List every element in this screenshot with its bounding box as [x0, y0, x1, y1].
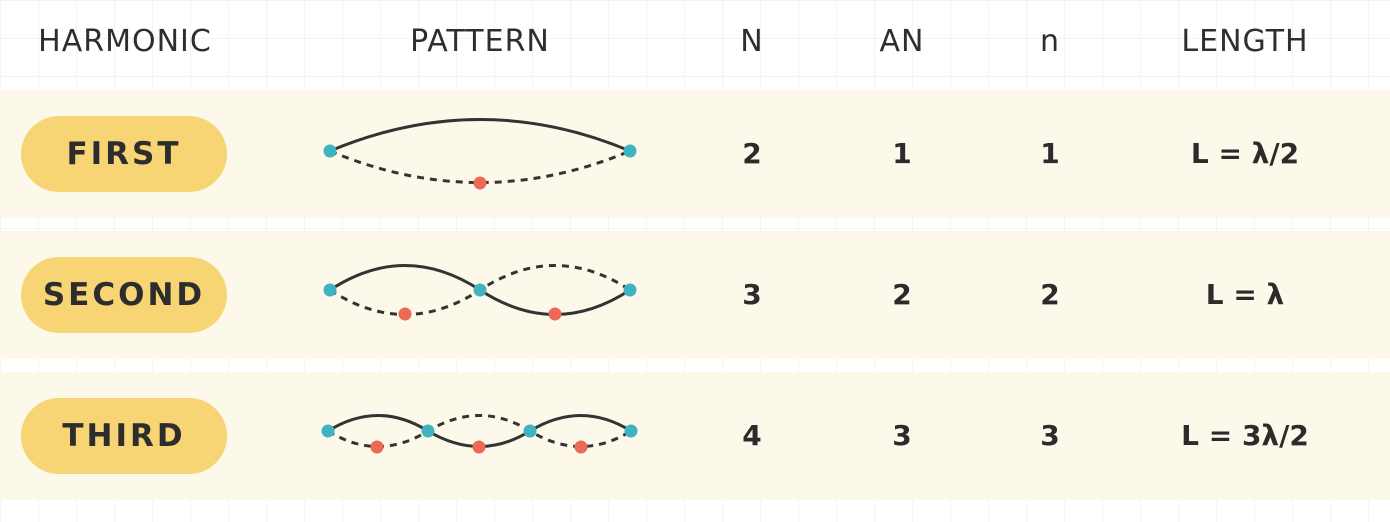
length-formula: L = 3λ/2	[1181, 419, 1309, 452]
table-row-first: FIRST 2 1 1 L = λ/2	[0, 90, 1390, 218]
antinode-dot	[370, 440, 384, 454]
antinodes-count: 3	[892, 419, 912, 452]
wave-solid-line	[329, 118, 631, 153]
wave-dashed-line	[329, 149, 631, 184]
nodes-count: 4	[742, 419, 762, 452]
standing-wave-pattern-second	[323, 264, 637, 321]
nodes-count: 2	[742, 137, 762, 170]
harmonic-label-pill: FIRST	[21, 116, 227, 192]
standing-wave-pattern-third	[321, 414, 638, 454]
node-dot	[523, 424, 537, 438]
antinode-dot	[548, 307, 562, 321]
nodes-count: 3	[742, 278, 762, 311]
antinode-dot	[574, 440, 588, 454]
node-dot	[323, 283, 337, 297]
table-row-second: SECOND 3 2 2 L = λ	[0, 231, 1390, 359]
table-header: HARMONIC PATTERN N AN n LENGTH	[0, 0, 1390, 86]
node-dot	[323, 144, 337, 158]
node-dot	[623, 283, 637, 297]
header-harmonic-number: n	[1039, 24, 1060, 59]
header-antinodes: AN	[879, 24, 925, 59]
antinode-dot	[473, 176, 487, 190]
header-length: LENGTH	[1181, 24, 1309, 59]
node-dot	[473, 283, 487, 297]
antinodes-count: 2	[892, 278, 912, 311]
antinodes-count: 1	[892, 137, 912, 170]
header-pattern: PATTERN	[410, 24, 550, 59]
antinode-dot	[472, 440, 486, 454]
antinode-dot	[398, 307, 412, 321]
node-dot	[321, 424, 335, 438]
header-nodes: N	[740, 24, 764, 59]
node-dot	[624, 424, 638, 438]
harmonic-number: 2	[1040, 278, 1060, 311]
length-formula: L = λ	[1205, 278, 1285, 311]
length-formula: L = λ/2	[1190, 137, 1300, 170]
harmonic-label-pill: THIRD	[21, 398, 227, 474]
header-harmonic: HARMONIC	[38, 24, 212, 59]
harmonic-label-pill: SECOND	[21, 257, 227, 333]
node-dot	[421, 424, 435, 438]
standing-wave-pattern-first	[323, 118, 637, 190]
harmonic-number: 3	[1040, 419, 1060, 452]
table-row-third: THIRD 4 3 3 L = 3λ/2	[0, 372, 1390, 500]
harmonic-number: 1	[1040, 137, 1060, 170]
node-dot	[623, 144, 637, 158]
